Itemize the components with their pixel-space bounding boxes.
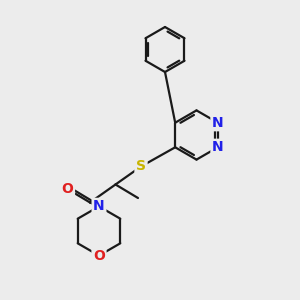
- Text: S: S: [136, 160, 146, 173]
- Text: O: O: [93, 249, 105, 262]
- Text: N: N: [212, 140, 224, 154]
- Text: O: O: [61, 182, 74, 196]
- Text: N: N: [93, 200, 105, 213]
- Text: N: N: [212, 116, 224, 130]
